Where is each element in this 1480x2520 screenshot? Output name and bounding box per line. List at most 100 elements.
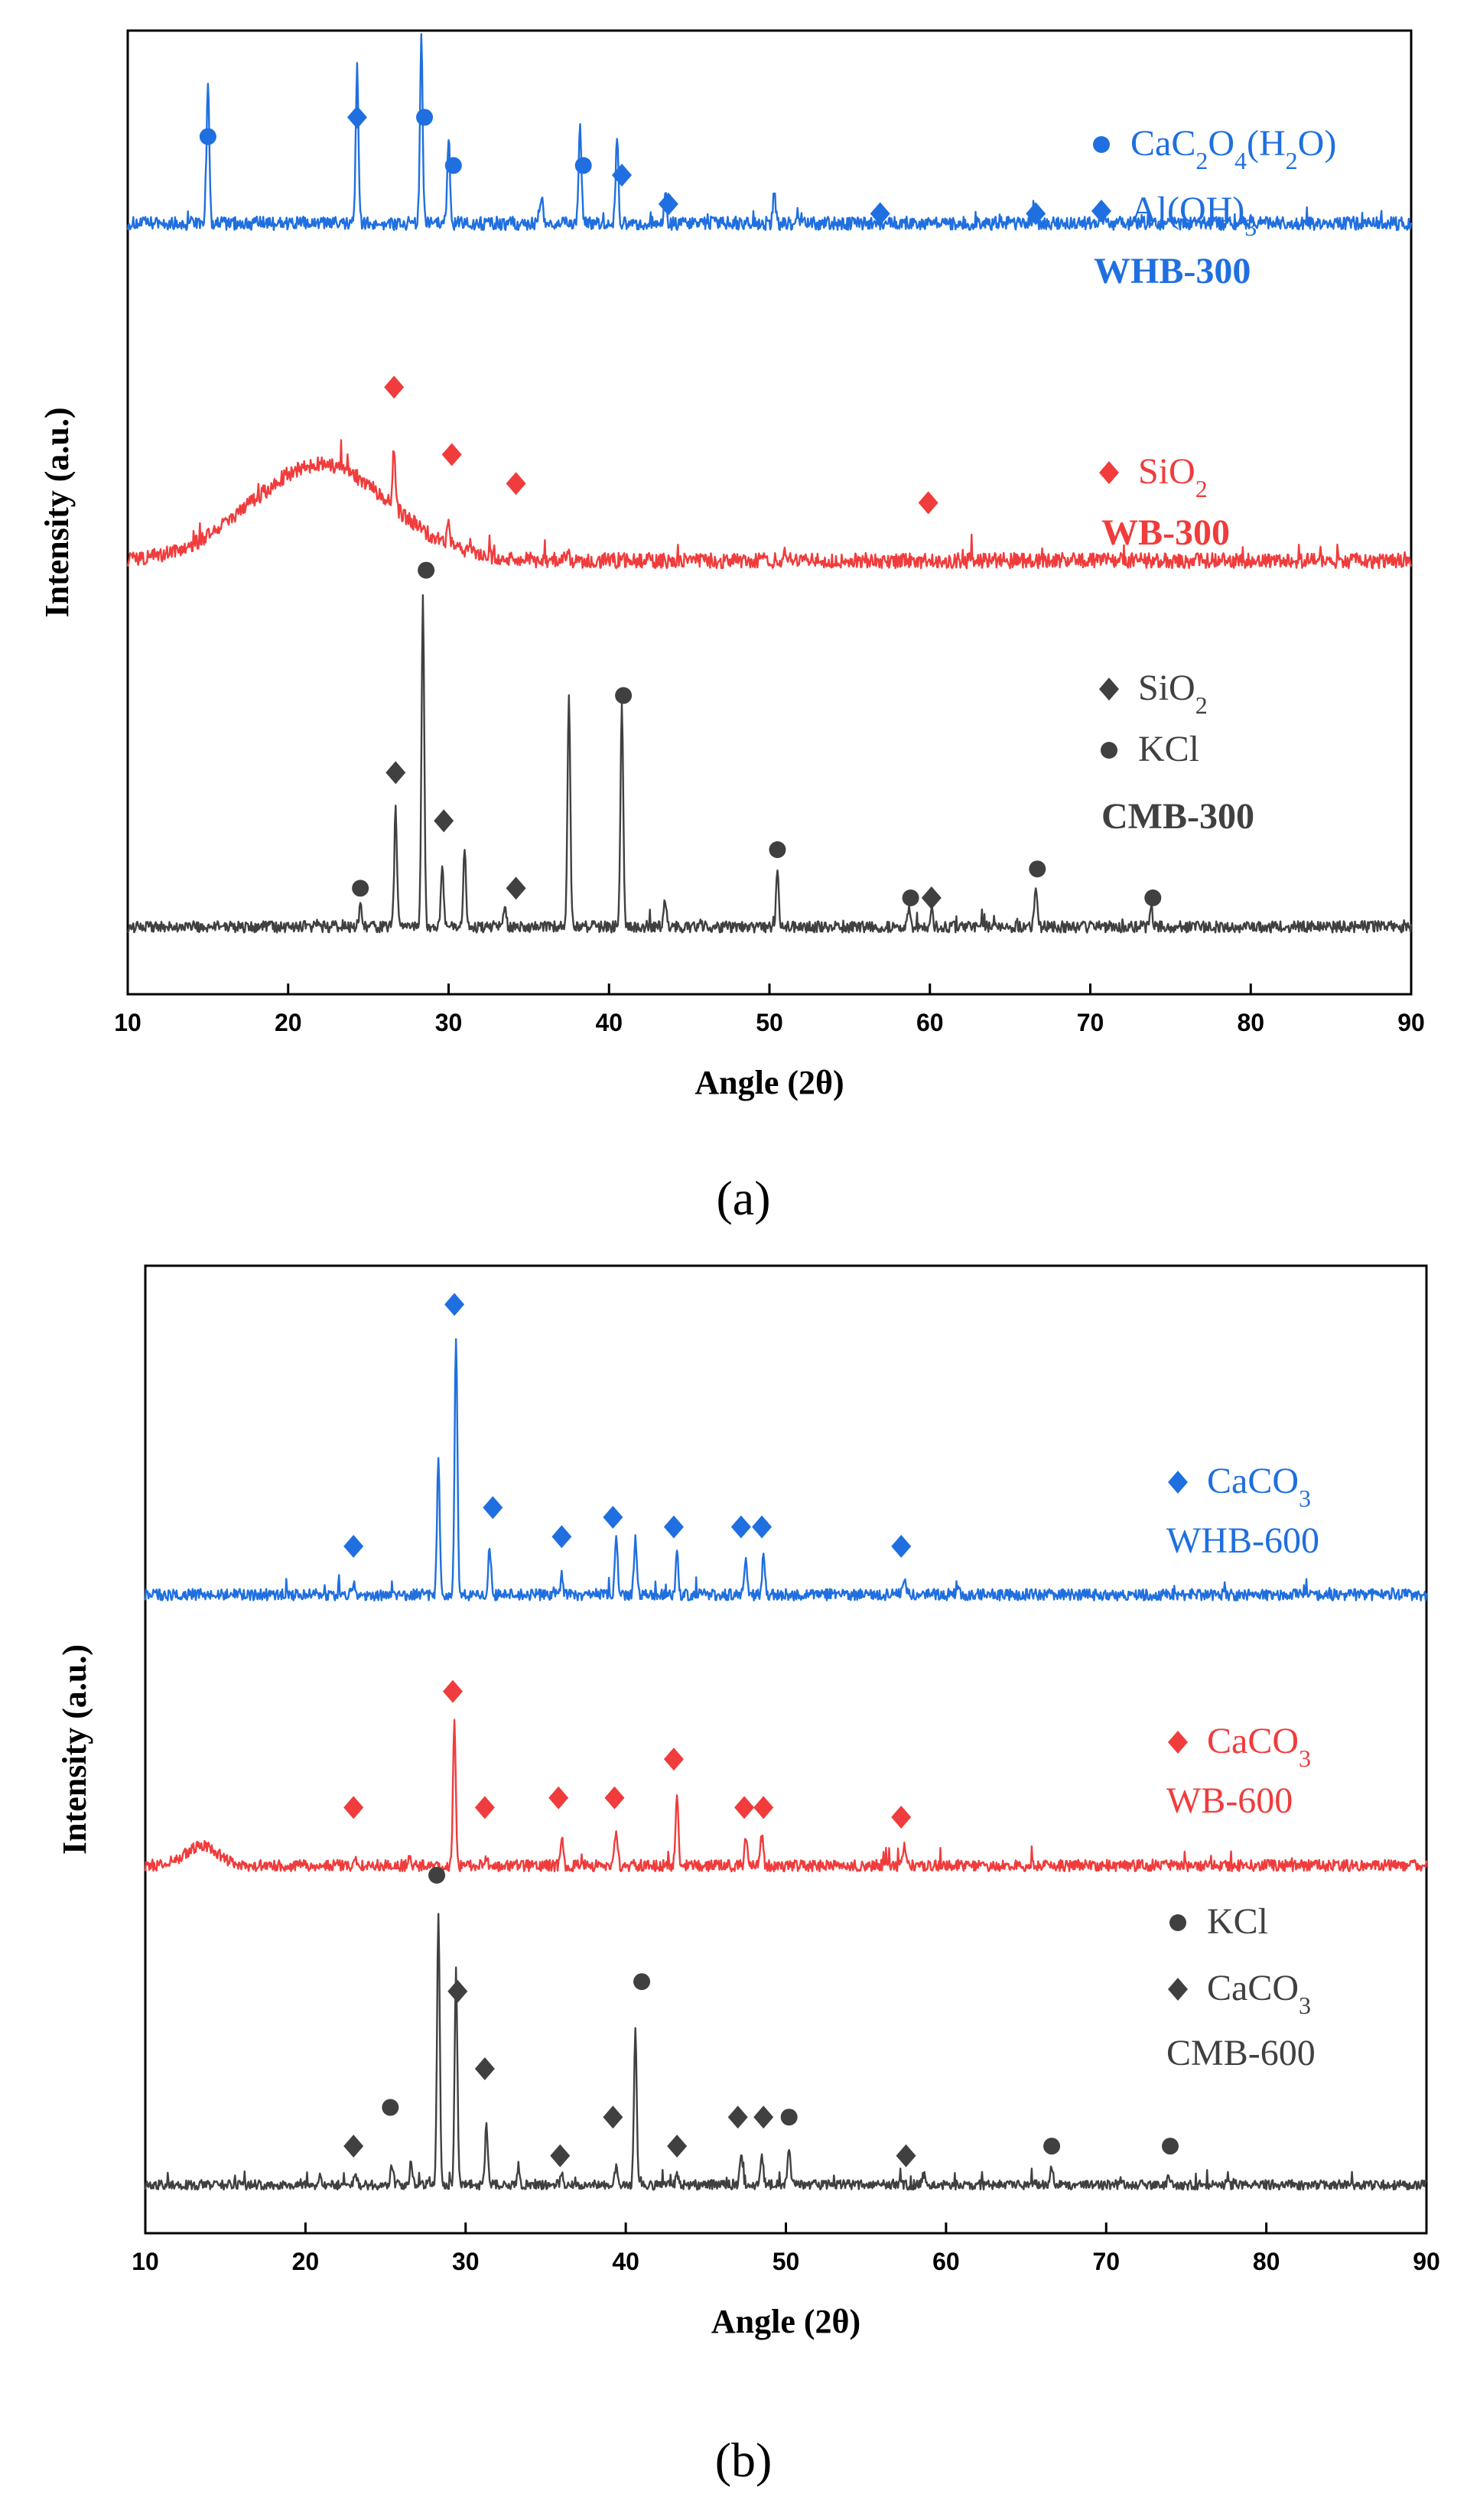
legend-label: CMB-600: [1166, 2033, 1316, 2073]
x-axis-title: Angle (2θ): [711, 2303, 860, 2340]
x-tick-label: 70: [1092, 2248, 1120, 2275]
peak-marker-circle: [1029, 860, 1046, 878]
x-tick-label: 70: [1077, 1009, 1104, 1036]
peak-marker-diamond: [753, 2105, 774, 2129]
series-line-wb-300: [126, 439, 1413, 570]
peak-marker-diamond: [918, 491, 938, 515]
peak-marker-circle: [382, 2099, 399, 2116]
y-axis-title: Intensity (a.u.): [56, 1644, 93, 1855]
legend-label: WB-300: [1101, 512, 1230, 553]
peak-marker-diamond: [663, 1748, 684, 1771]
peak-marker-diamond: [891, 1806, 912, 1829]
peak-marker-diamond: [663, 1515, 684, 1539]
legend-circle-icon: [1101, 742, 1117, 759]
legend-diamond-icon: [1099, 461, 1119, 484]
x-tick-label: 90: [1397, 1009, 1425, 1036]
peak-marker-circle: [352, 880, 369, 897]
legend-label: CMB-300: [1101, 796, 1254, 837]
series-line-whb-600: [144, 1338, 1428, 1601]
peak-marker-diamond: [1026, 202, 1046, 226]
peak-marker-diamond: [896, 2144, 916, 2167]
legend-label: KCl: [1207, 1901, 1268, 1942]
panel-b-chart: 10 20 30 40 50 60 70 80 90 Angle (2θ) Intensity (a…: [56, 1264, 1440, 2340]
peak-marker-diamond: [727, 2105, 748, 2129]
peak-marker-diamond: [603, 1505, 623, 1529]
peak-marker-diamond: [658, 192, 678, 216]
peak-marker-circle: [199, 128, 216, 145]
peak-marker-diamond: [921, 886, 942, 909]
panel-a-caption: (a): [716, 1171, 771, 1225]
peak-marker-diamond: [385, 761, 406, 785]
legend-label: CaCO3: [1207, 1721, 1311, 1772]
peak-marker-diamond: [870, 202, 890, 226]
peak-marker-diamond: [483, 1496, 503, 1520]
peak-marker-diamond: [346, 106, 367, 129]
x-tick-label: 50: [773, 2248, 800, 2275]
x-tick-label: 30: [435, 1009, 463, 1036]
x-tick-label: 80: [1253, 2248, 1280, 2275]
peak-marker-diamond: [604, 1786, 625, 1810]
panel-a-chart: 10 20 30 40 50 60 70 80 90 Angle (2θ) Intensity (a…: [38, 29, 1425, 1101]
series-line-cmb-300: [127, 594, 1413, 934]
peak-marker-diamond: [441, 443, 462, 467]
peak-marker-diamond: [734, 1796, 755, 1819]
peak-marker-diamond: [612, 164, 633, 187]
peak-marker-diamond: [753, 1796, 774, 1819]
peak-marker-diamond: [891, 1534, 912, 1558]
legend-label: SiO2: [1138, 451, 1208, 502]
legend-diamond-icon: [1091, 200, 1111, 223]
peak-marker-diamond: [548, 1786, 569, 1810]
legend-diamond-icon: [1168, 1471, 1188, 1494]
legend-label: WB-600: [1166, 1780, 1293, 1821]
peak-marker-circle: [1144, 889, 1162, 906]
peak-marker-diamond: [447, 1979, 468, 2003]
peak-marker-circle: [1043, 2138, 1061, 2155]
peak-marker-diamond: [444, 1293, 465, 1316]
legend-circle-icon: [1169, 1914, 1186, 1931]
legend-label: CaC2O4(H2O): [1130, 123, 1336, 174]
peak-marker-diamond: [730, 1515, 751, 1539]
peak-marker-circle: [574, 157, 592, 174]
peak-marker-circle: [416, 109, 434, 126]
peak-marker-diamond: [506, 472, 526, 496]
legend-label: CaCO3: [1207, 1461, 1311, 1512]
peak-marker-circle: [780, 2109, 798, 2126]
peak-marker-circle: [769, 841, 786, 858]
peak-marker-diamond: [434, 809, 454, 833]
x-tick-label: 20: [292, 2248, 320, 2275]
legend-label: Al(OH)3: [1130, 190, 1257, 241]
x-tick-label: 90: [1413, 2248, 1440, 2275]
peak-marker-diamond: [474, 2057, 495, 2080]
peak-marker-diamond: [551, 1525, 572, 1549]
legend-label: CaCO3: [1207, 1968, 1311, 2019]
peak-marker-diamond: [474, 1796, 495, 1819]
legend-label: WHB-600: [1166, 1520, 1319, 1561]
x-tick-label: 20: [275, 1009, 302, 1036]
x-tick-label: 80: [1237, 1009, 1264, 1036]
x-tick-label: 60: [932, 2248, 960, 2275]
peak-marker-circle: [902, 889, 919, 906]
x-tick-label: 30: [452, 2248, 480, 2275]
series-line-whb-300: [126, 33, 1413, 231]
series-line-wb-600: [144, 1718, 1428, 1873]
legend-diamond-icon: [1168, 1731, 1188, 1754]
legend-diamond-icon: [1168, 1978, 1188, 2001]
x-tick-label: 10: [114, 1009, 141, 1036]
x-tick-label: 40: [595, 1009, 623, 1036]
panel-b-caption: (b): [714, 2433, 773, 2487]
y-axis-title: Intensity (a.u.): [38, 407, 76, 617]
x-tick-label: 40: [612, 2248, 639, 2275]
x-tick-label: 50: [756, 1009, 783, 1036]
peak-marker-circle: [418, 561, 435, 579]
peak-marker-diamond: [384, 376, 405, 399]
legend-label: WHB-300: [1094, 251, 1251, 291]
legend-diamond-icon: [1099, 678, 1119, 701]
peak-marker-circle: [444, 157, 462, 174]
peak-marker-diamond: [343, 2135, 364, 2158]
peak-marker-diamond: [343, 1534, 364, 1558]
x-axis-title: Angle (2θ): [694, 1064, 844, 1101]
peak-marker-circle: [615, 687, 633, 704]
peak-marker-diamond: [343, 1796, 364, 1819]
x-tick-label: 60: [916, 1009, 944, 1036]
